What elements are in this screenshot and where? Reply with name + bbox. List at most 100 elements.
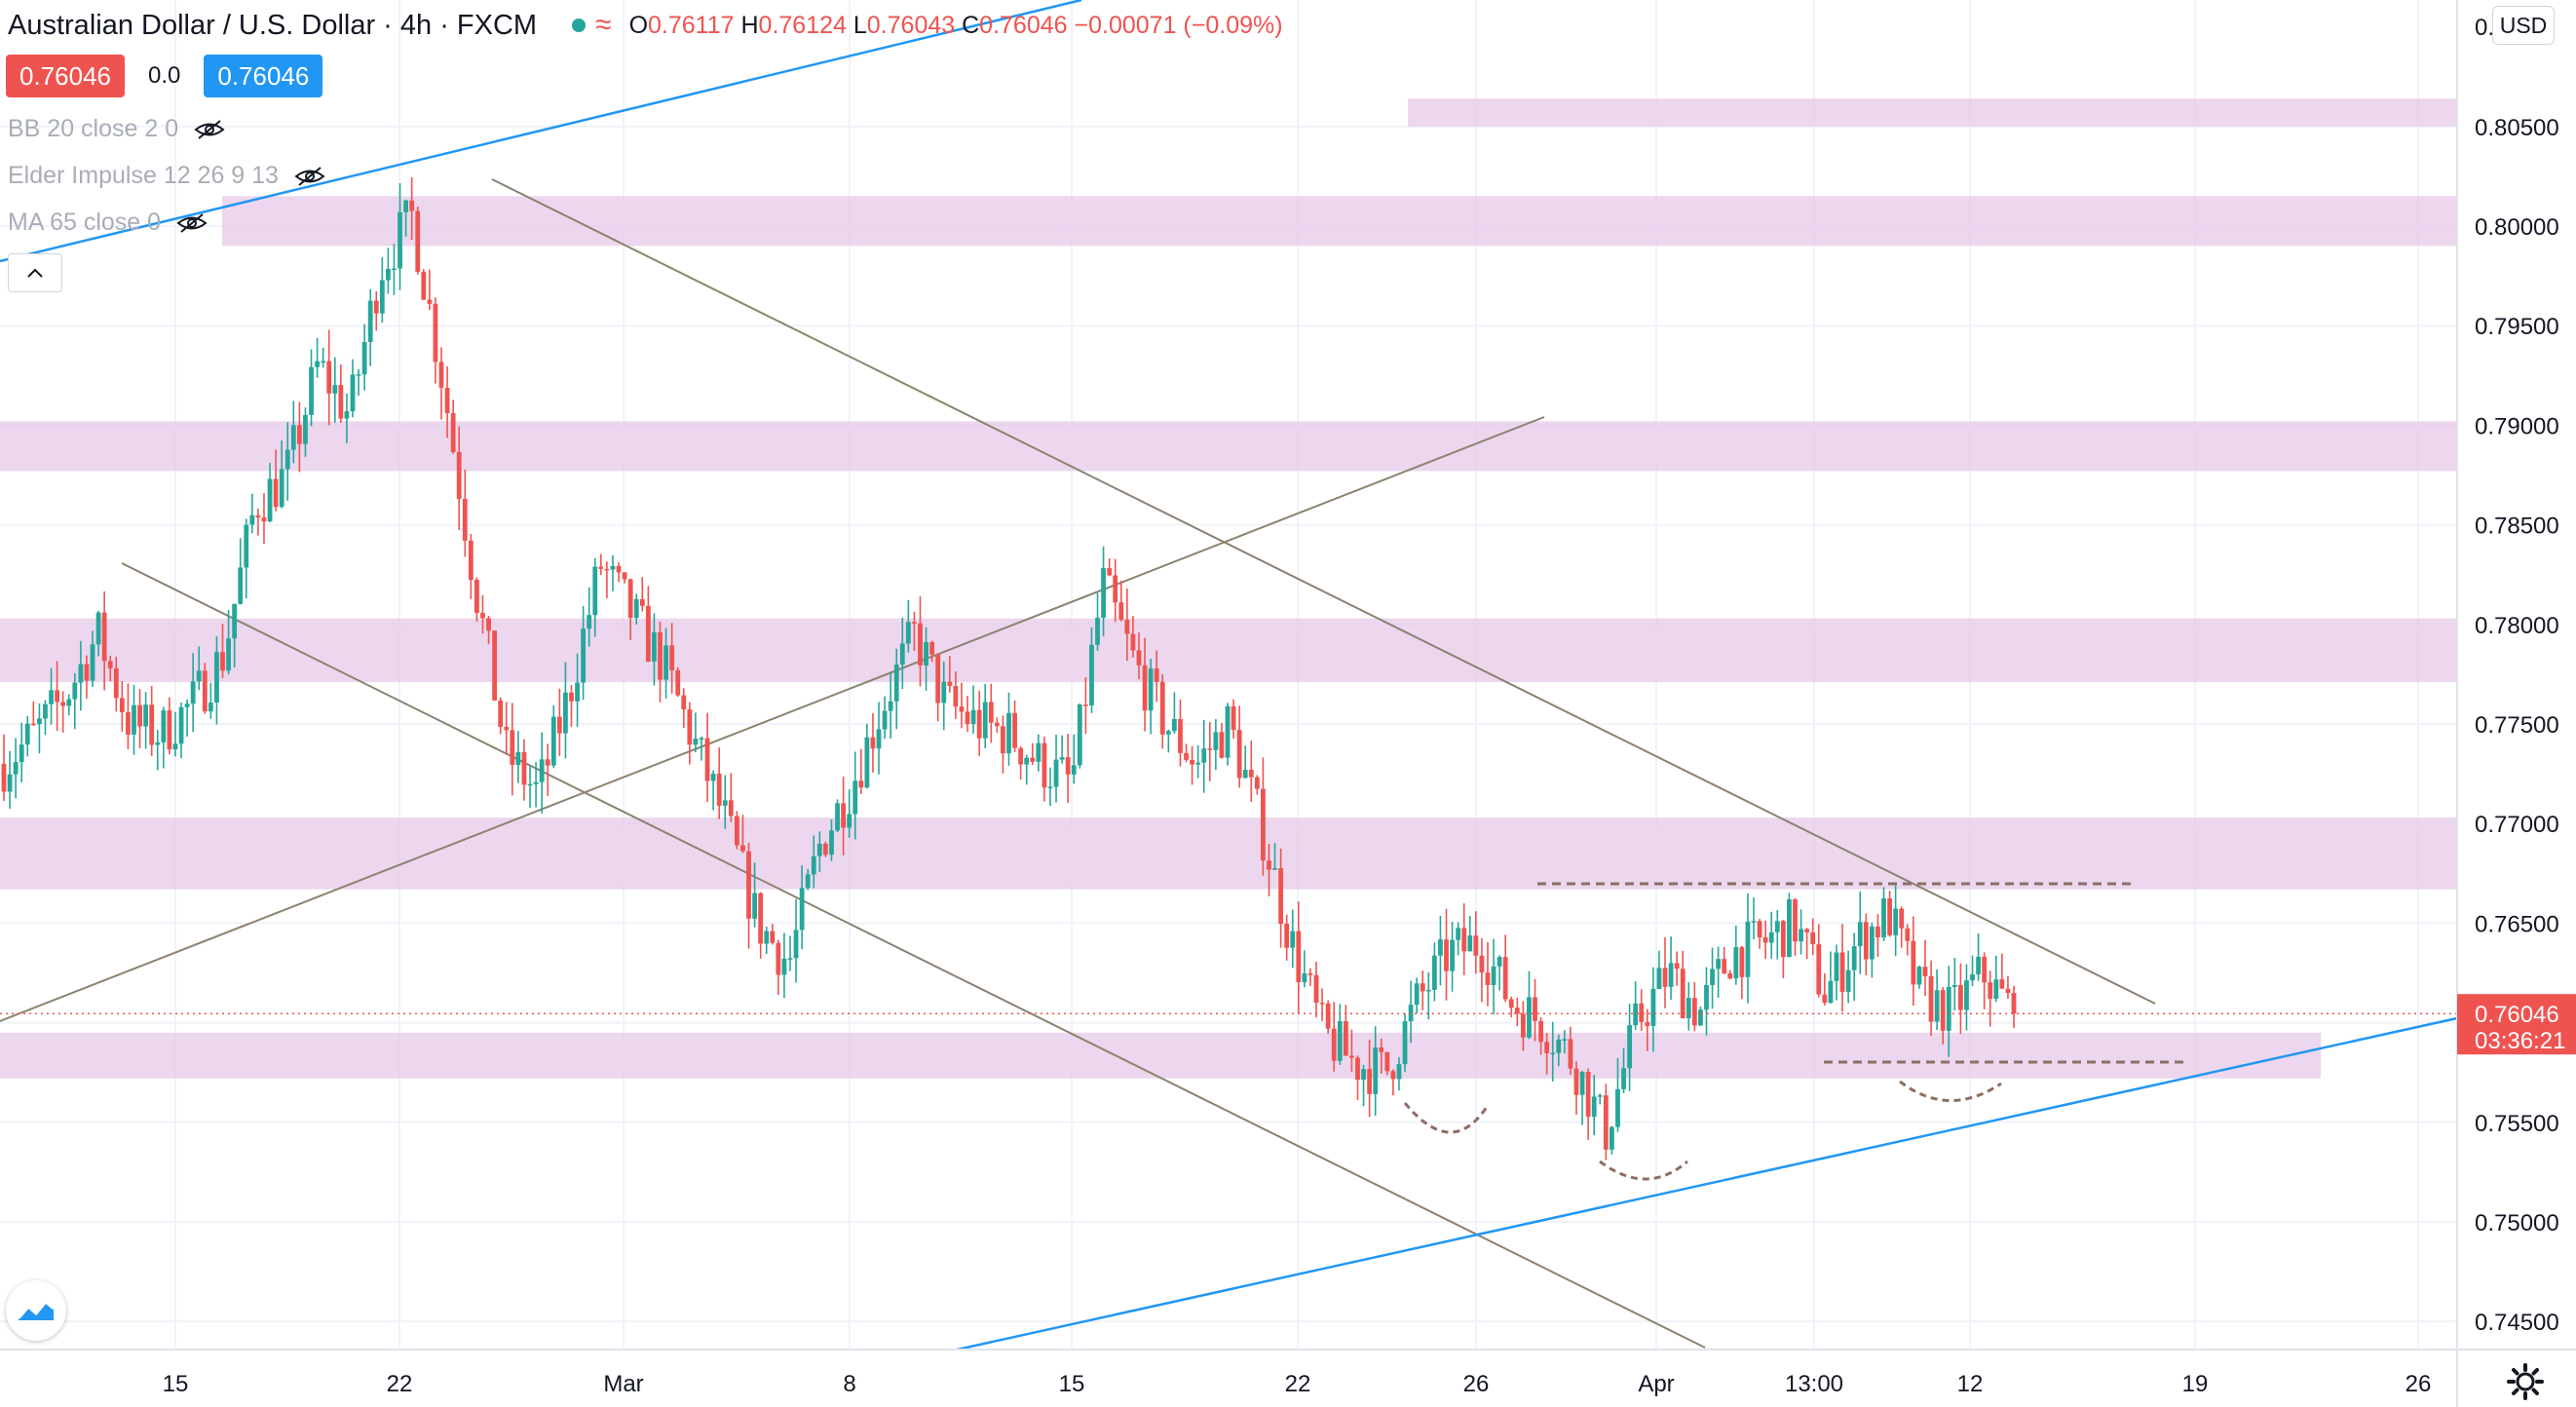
candle [1550,1021,1556,1082]
candle-body [1444,939,1449,971]
candle [1514,997,1520,1027]
candle [1425,971,1431,1020]
candle [1674,951,1680,986]
candle-body [1130,633,1136,651]
candle-body [1201,748,1207,763]
candle [126,683,131,749]
candle-body [66,699,72,706]
candle-body [1142,665,1148,711]
candle-body [1236,730,1242,779]
candle-body [829,830,834,856]
time-tick-label: 22 [1285,1371,1311,1397]
buy-button[interactable]: 0.76046 [204,55,323,97]
currency-button[interactable]: USD [2492,6,2555,45]
candle-body [167,710,172,750]
candle-body [1496,957,1502,967]
shoulder-arc-right [1899,1080,2002,1102]
candle-body [284,449,290,470]
candle-body [1425,989,1431,992]
candle [1774,910,1780,960]
candle-body [1402,1021,1408,1065]
candle [1816,924,1822,998]
candle [1456,922,1461,956]
indicator-ma[interactable]: MA 65 close 0 [8,209,208,237]
candle [1095,592,1100,651]
price-tick-label: 0.80500 [2475,115,2559,141]
candle [1420,970,1425,1010]
candle [793,898,799,983]
candle-body [1184,752,1189,760]
candle [1124,588,1130,662]
candle-body [1964,980,1969,1010]
candle [1,734,7,801]
candle [1195,744,1201,779]
candle-body [515,751,521,765]
candle [1089,627,1094,713]
candle-body [1957,984,1963,1010]
candle-body [379,280,385,314]
candle [1184,743,1189,763]
collapse-legend-button[interactable] [8,253,62,292]
candle-body [456,451,462,499]
candle-body [864,737,870,788]
candle-body [645,605,651,662]
indicator-bb[interactable]: BB 20 close 2 0 [8,115,225,143]
candle [66,694,72,716]
price-tick-label: 0.77000 [2475,812,2559,838]
candle [1496,955,1502,991]
candle [90,630,95,687]
candle [1533,978,1537,1042]
eye-hidden-icon[interactable] [194,119,225,140]
candle-body [781,958,787,975]
candle [1142,637,1148,732]
candle-body [220,652,225,671]
candle-body [1479,955,1485,973]
candle [119,681,125,733]
candle-body [669,645,675,670]
candle [1219,722,1225,759]
candle [1171,692,1177,735]
candle-body [1325,1003,1331,1029]
symbol-title[interactable]: Australian Dollar / U.S. Dollar · 4h · F… [8,9,538,41]
eye-hidden-icon[interactable] [176,212,208,234]
candle-body [728,800,734,817]
candle-body [172,743,178,750]
candle [261,492,267,545]
candle-body [1911,940,1916,985]
candle [1118,580,1124,622]
candle-body [799,888,805,931]
candle-body [722,800,728,806]
candle-body [1343,1021,1348,1056]
eye-hidden-icon[interactable] [294,166,325,187]
candle [1834,944,1839,1001]
candle-body [770,931,776,943]
support-resistance-zones [0,98,2457,1079]
gear-icon[interactable] [2506,1362,2545,1401]
candle [1319,988,1325,1021]
candle-body [84,664,90,681]
trend-line-upper [0,0,1082,263]
sell-button[interactable]: 0.76046 [6,55,125,97]
candle [444,365,450,438]
tradingview-logo-button[interactable] [6,1280,66,1341]
candle [421,269,427,300]
candle [84,655,90,699]
candle [1361,1064,1366,1107]
candle [770,924,776,945]
candle [1698,1006,1703,1027]
candle-body [1284,924,1290,948]
candle [1491,938,1496,1014]
candle-body [1379,1047,1384,1052]
candle [409,177,415,240]
candle [1379,1039,1384,1074]
candle-body [592,566,598,616]
candle [722,775,728,829]
candle [1242,745,1248,779]
candle [398,183,402,290]
candle [1804,928,1810,960]
candle-body [1704,984,1709,1010]
indicator-elder-impulse[interactable]: Elder Impulse 12 26 9 13 [8,162,325,190]
candle [645,586,651,663]
